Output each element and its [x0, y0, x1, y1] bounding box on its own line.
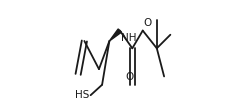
Text: NH: NH — [121, 33, 136, 43]
Text: O: O — [144, 19, 152, 28]
Polygon shape — [109, 29, 122, 41]
Text: O: O — [125, 72, 133, 82]
Text: HS: HS — [75, 90, 90, 100]
